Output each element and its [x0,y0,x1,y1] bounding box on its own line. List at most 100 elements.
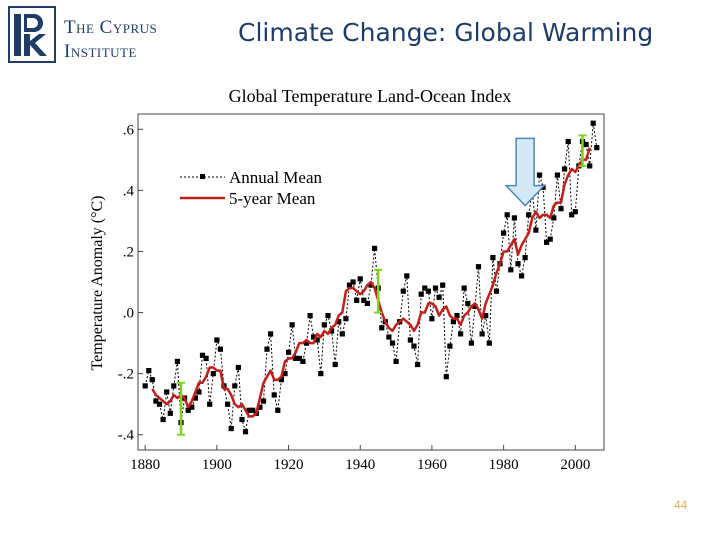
annual-mean-point [293,355,299,361]
temperature-chart: Global Temperature Land-Ocean Index Temp… [89,86,605,473]
annual-mean-point [146,368,152,374]
legend-annual-label: Annual Mean [229,168,323,187]
logo-line-2: Institute [64,41,137,62]
annual-mean-point [289,322,295,328]
annual-mean-point [260,398,267,404]
annual-mean-point [461,285,467,291]
annual-mean-point [171,383,177,389]
annual-mean-point [458,331,464,337]
annual-mean-point [196,389,202,395]
y-tick-label: .2 [123,244,134,260]
chart-title: Global Temperature Land-Ocean Index [229,86,512,106]
annual-mean-point [250,407,256,413]
annual-mean-point [343,316,349,322]
annual-mean-point [160,416,166,423]
annual-mean-point [246,407,252,413]
annual-mean-point [590,120,596,126]
y-axis-ticks: .6 .4 .2 .0 -.2 -.4 [118,122,143,444]
annual-mean-point [533,227,539,233]
annual-mean-point [386,334,392,340]
annual-mean-point [361,297,367,303]
annual-mean-point [332,361,338,368]
annual-mean-point [203,355,209,361]
annual-mean-point [321,322,327,328]
annual-mean-point [257,404,263,410]
x-tick-label: 1940 [345,457,375,473]
five-year-mean-line [151,147,591,418]
annual-mean-point [572,209,578,215]
y-axis-label: Temperature Anomaly (°C) [89,196,106,371]
annual-mean-point [336,319,342,325]
annual-mean-point [242,429,249,435]
y-tick-label: .0 [123,306,134,322]
cyprus-institute-logo: The Cyprus Institute [8,6,157,63]
annual-mean-point [389,340,396,346]
five-year-mean-series [151,147,591,418]
annual-mean-point [440,282,446,288]
error-bar-icon [578,134,587,167]
annual-mean-point [393,358,399,364]
annual-mean-point [300,358,306,364]
x-tick-label: 1960 [417,457,447,473]
annual-mean-point [311,334,317,340]
annual-mean-point [318,371,324,377]
annual-mean-point [475,264,482,270]
annual-mean-point [275,407,281,413]
annual-mean-point [490,255,496,261]
annual-mean-point [569,212,575,218]
annual-mean-point [583,141,589,148]
annual-mean-point [142,383,148,389]
annual-mean-point [400,288,406,294]
annual-mean-point [350,279,356,285]
annual-mean-point [264,346,270,352]
annual-mean-point [558,206,564,212]
legend-five-year-label: 5-year Mean [229,189,316,208]
legend-annual-marker [200,174,205,179]
annual-mean-point [547,236,553,242]
annual-mean-point [465,300,471,306]
slide-title: Climate Change: Global Warming [238,18,654,47]
annual-mean-point [411,343,417,349]
x-tick-label: 1880 [130,457,160,473]
x-tick-label: 1920 [274,457,304,473]
annual-mean-point [447,343,453,349]
annual-mean-point [228,426,234,432]
error-bar-icon [374,268,383,314]
annual-mean-point [429,316,435,322]
annual-mean-point [425,288,431,294]
annual-mean-point [422,285,428,291]
arrow-layer [504,137,546,207]
annual-mean-point [562,166,568,172]
annual-mean-point [436,294,442,300]
annual-mean-point [443,374,449,380]
annual-mean-point [354,297,360,303]
annual-mean-point [551,215,557,221]
annual-mean-point [450,319,456,325]
annual-mean-point [472,303,478,309]
x-tick-label: 1900 [202,457,232,473]
annual-mean-point [210,371,216,377]
annual-mean-point [379,325,385,331]
annual-mean-point [468,340,474,346]
annual-mean-point [544,239,550,245]
logo-emblem-icon [8,6,56,63]
annual-mean-point [207,401,213,407]
y-tick-label: .4 [123,183,135,199]
annual-mean-point [515,261,521,267]
annual-mean-point [167,410,173,416]
annual-mean-point [511,215,517,221]
annual-mean-point [192,395,198,401]
annual-mean-point [189,404,195,410]
annual-mean-point [432,285,439,291]
annual-mean-point [271,392,277,398]
annual-mean-series [142,120,600,435]
annual-mean-point [404,273,410,279]
y-tick-label: .6 [123,122,135,138]
annual-mean-point [508,267,514,273]
annual-mean-point [587,163,593,169]
annual-mean-point [164,389,170,395]
annual-mean-point [536,172,543,178]
legend: Annual Mean 5-year Mean [180,168,323,208]
x-tick-label: 1980 [489,457,519,473]
annual-mean-point [303,340,310,346]
